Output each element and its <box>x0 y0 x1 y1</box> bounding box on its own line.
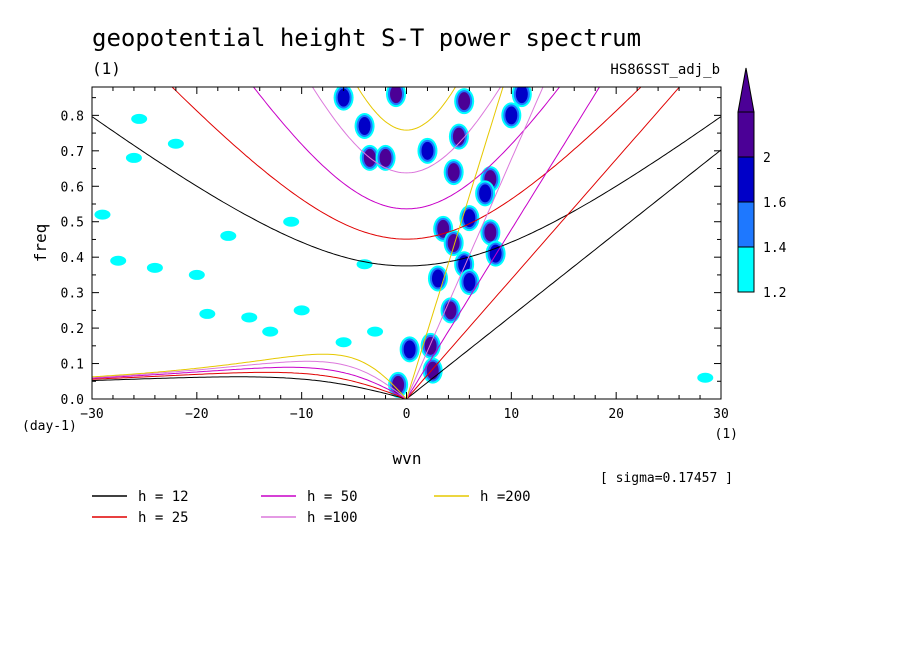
chart-subtitle-left: (1) <box>92 59 121 78</box>
contour-blob <box>379 148 392 167</box>
kelvin-curve <box>406 87 544 399</box>
colorbar-segment <box>737 201 755 248</box>
rossby-curve <box>92 353 407 399</box>
contour-blob <box>424 336 437 355</box>
y-tick-label: 0.2 <box>61 322 84 337</box>
rossby-curve <box>92 376 407 399</box>
y-tick-label: 0.5 <box>61 216 84 231</box>
colorbar-segment <box>737 111 755 158</box>
colorbar-label: 1.4 <box>763 241 787 256</box>
gravity-curve <box>356 87 457 131</box>
y-tick-label: 0.8 <box>61 109 84 124</box>
gravity-curve <box>311 87 502 174</box>
contour-blob <box>403 340 416 359</box>
contour-blob <box>447 234 460 252</box>
contour-blob <box>484 223 497 242</box>
kelvin-curve <box>406 87 504 399</box>
contour-blob <box>437 219 450 238</box>
y-axis: 0.0 0.1 0.2 0.3 0.4 0.5 0.6 0.7 0.8 <box>61 97 721 408</box>
x-tick-label: −10 <box>290 407 313 422</box>
contour-blob <box>337 88 350 107</box>
kelvin-curve <box>406 87 681 399</box>
legend-label: h =100 <box>307 510 358 526</box>
y-tick-label: 0.4 <box>61 251 85 266</box>
y-tick-label: 0.7 <box>61 145 84 160</box>
contour-blob <box>390 87 403 104</box>
kelvin-curve <box>406 149 721 399</box>
contour-blob <box>431 269 444 288</box>
y-tick-label: 0.1 <box>61 358 84 373</box>
colorbar-label: 1.6 <box>763 196 786 211</box>
gravity-curve <box>92 116 721 267</box>
contour-blob <box>199 308 216 319</box>
contour-blob <box>367 326 384 337</box>
x-tick-label: 10 <box>504 407 520 422</box>
x-tick-label: −20 <box>185 407 208 422</box>
legend-label: h = 50 <box>307 489 358 505</box>
contour-blob <box>125 152 142 163</box>
contour-blob <box>479 184 492 203</box>
legend-label: h =200 <box>480 489 531 505</box>
legend-label: h = 25 <box>138 510 189 526</box>
contour-blob <box>515 87 528 104</box>
colorbar-arrow <box>737 67 755 113</box>
gravity-curve <box>252 87 561 210</box>
contour-blob <box>505 106 518 125</box>
sigma-note: [ sigma=0.17457 ] <box>600 471 733 486</box>
contour-blob <box>283 216 300 227</box>
contour-blob <box>697 372 714 383</box>
rossby-curve <box>92 360 407 399</box>
contour-blob <box>358 117 371 135</box>
x-axis-label: wvn <box>393 449 422 468</box>
contour-blob <box>110 255 127 266</box>
contour-blob <box>293 305 310 316</box>
contour-blob <box>188 269 205 280</box>
chart-subtitle-right: HS86SST_adj_b <box>610 62 720 78</box>
contour-blob <box>421 141 434 160</box>
x-axis: −30 −20 −10 0 10 20 30 <box>80 87 729 422</box>
contour-blob <box>458 92 471 111</box>
x-tick-label: 20 <box>608 407 624 422</box>
y-tick-label: 0.0 <box>61 393 84 408</box>
dispersion-curves-layer <box>92 87 721 399</box>
gravity-curve <box>171 87 642 240</box>
rossby-curve <box>92 371 407 399</box>
contour-blob <box>167 138 184 149</box>
contour-blob <box>146 262 163 273</box>
colorbar-segment <box>737 246 755 293</box>
colorbar-label: 2 <box>763 151 771 166</box>
colorbar: 1.2 1.4 1.6 2 <box>737 67 787 301</box>
x-axis-unit: (1) <box>715 427 738 442</box>
contour-blob <box>262 326 279 337</box>
y-axis-unit: (day-1) <box>22 419 77 434</box>
contour-blob <box>335 337 352 348</box>
legend: h = 12 h = 25 h = 50 h =100 h =200 <box>92 489 531 526</box>
contour-blob <box>94 209 111 220</box>
contour-blob <box>452 127 465 146</box>
y-tick-label: 0.3 <box>61 287 84 302</box>
y-tick-label: 0.6 <box>61 180 84 195</box>
contour-blob <box>220 230 237 241</box>
chart-title: geopotential height S-T power spectrum <box>92 24 641 52</box>
contour-blob <box>392 375 405 394</box>
y-axis-label: freq <box>31 224 50 263</box>
colorbar-label: 1.2 <box>763 286 786 301</box>
rossby-curve <box>92 366 407 399</box>
contour-blob <box>447 163 460 182</box>
x-tick-label: 0 <box>403 407 411 422</box>
contour-blob <box>444 301 457 320</box>
legend-label: h = 12 <box>138 489 189 505</box>
kelvin-curve <box>406 87 601 399</box>
contour-blob <box>356 259 373 270</box>
colorbar-segment <box>737 156 755 203</box>
contour-blob <box>241 312 258 323</box>
contour-blob <box>463 273 476 291</box>
contour-blob <box>463 209 476 228</box>
contour-blob <box>131 113 148 124</box>
x-tick-label: 30 <box>713 407 729 422</box>
x-tick-label: −30 <box>80 407 103 422</box>
